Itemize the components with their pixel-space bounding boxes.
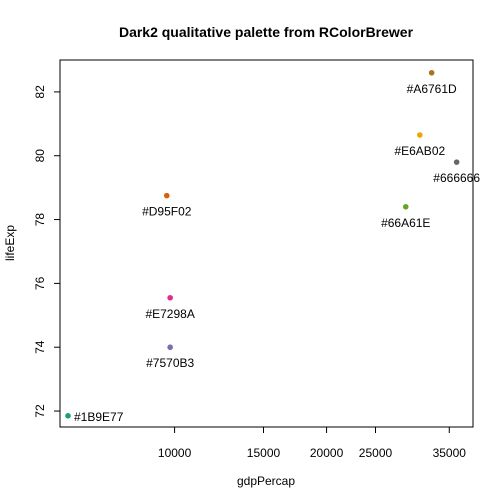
chart-title: Dark2 qualitative palette from RColorBre… bbox=[119, 24, 414, 40]
plot-box bbox=[59, 59, 474, 428]
y-tick-label: 76 bbox=[33, 276, 47, 290]
point-label: #666666 bbox=[433, 171, 480, 185]
data-point bbox=[167, 294, 173, 301]
point-label: #7570B3 bbox=[146, 356, 194, 370]
x-tick-label: 35000 bbox=[433, 446, 467, 460]
data-point bbox=[163, 192, 170, 199]
x-axis-label: gdpPercap bbox=[237, 474, 295, 488]
point-label: #A6761D bbox=[407, 82, 457, 96]
point-label: #1B9E77 bbox=[74, 410, 124, 424]
x-tick-label: 25000 bbox=[359, 446, 393, 460]
data-point bbox=[402, 204, 409, 210]
data-point bbox=[65, 413, 71, 419]
point-label: #66A61E bbox=[381, 216, 430, 230]
point-label: #E6AB02 bbox=[394, 144, 445, 158]
x-axis: 10000 15000 20000 25000 35000 bbox=[158, 427, 466, 460]
data-points: #1B9E77 #D95F02 #7570B3 #E7298A #66A61E #E6AB… bbox=[65, 69, 480, 424]
y-tick-label: 80 bbox=[33, 149, 47, 163]
point-label: #E7298A bbox=[145, 307, 194, 321]
x-tick-label: 10000 bbox=[158, 446, 192, 460]
y-tick-label: 78 bbox=[33, 213, 47, 227]
data-point bbox=[428, 69, 435, 76]
data-point bbox=[167, 344, 173, 351]
point-label: #D95F02 bbox=[142, 205, 192, 219]
x-tick-label: 20000 bbox=[310, 446, 344, 460]
x-tick-label: 15000 bbox=[247, 446, 281, 460]
data-point bbox=[417, 132, 423, 138]
y-tick-label: 82 bbox=[33, 85, 47, 99]
y-axis: 72 74 76 78 80 82 bbox=[33, 85, 60, 418]
data-point bbox=[453, 159, 460, 165]
y-tick-label: 72 bbox=[33, 404, 47, 418]
y-axis-label: lifeExp bbox=[3, 225, 17, 261]
y-tick-label: 74 bbox=[33, 340, 47, 354]
